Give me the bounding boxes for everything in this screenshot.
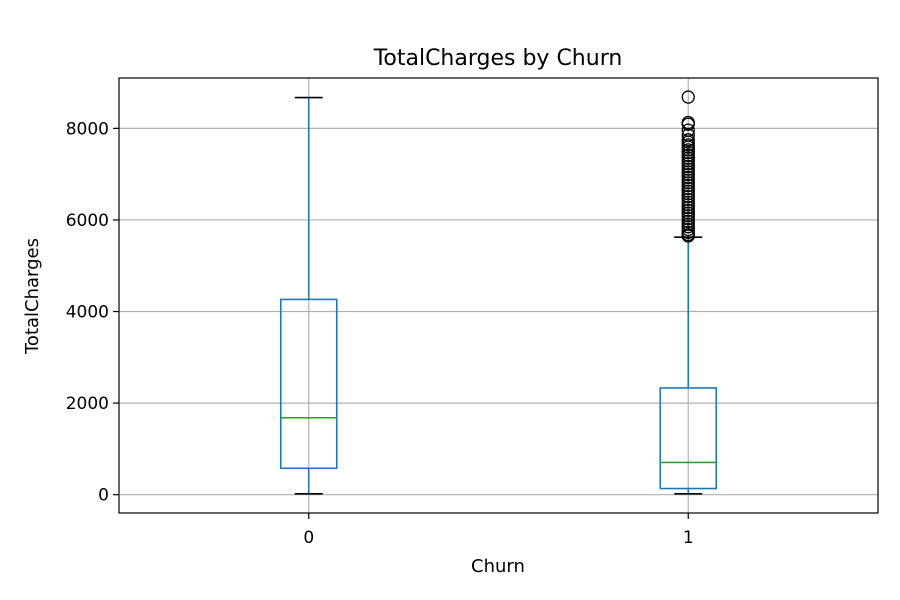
outlier-point — [681, 229, 695, 243]
outlier-point — [681, 90, 695, 104]
x-axis-label: Churn — [471, 556, 525, 577]
y-axis-label: TotalCharges — [22, 238, 43, 355]
y-axis: 0 2000 4000 6000 8000 — [66, 119, 119, 506]
y-tick-label: 6000 — [66, 211, 109, 231]
plot-frame — [118, 77, 879, 514]
y-tick-label: 4000 — [66, 303, 109, 323]
y-tick-label: 8000 — [66, 119, 109, 139]
box-group-0 — [279, 96, 338, 495]
x-tick-label: 0 — [303, 528, 314, 548]
chart-title: TotalCharges by Churn — [373, 46, 623, 71]
x-tick-label: 1 — [683, 528, 694, 548]
box-group-1 — [659, 90, 718, 495]
outlier-point — [681, 117, 695, 131]
y-tick-label: 2000 — [66, 394, 109, 414]
iqr-box — [659, 387, 718, 490]
box-layer — [279, 90, 718, 495]
iqr-box — [279, 298, 338, 470]
y-tick-label: 0 — [98, 486, 109, 506]
